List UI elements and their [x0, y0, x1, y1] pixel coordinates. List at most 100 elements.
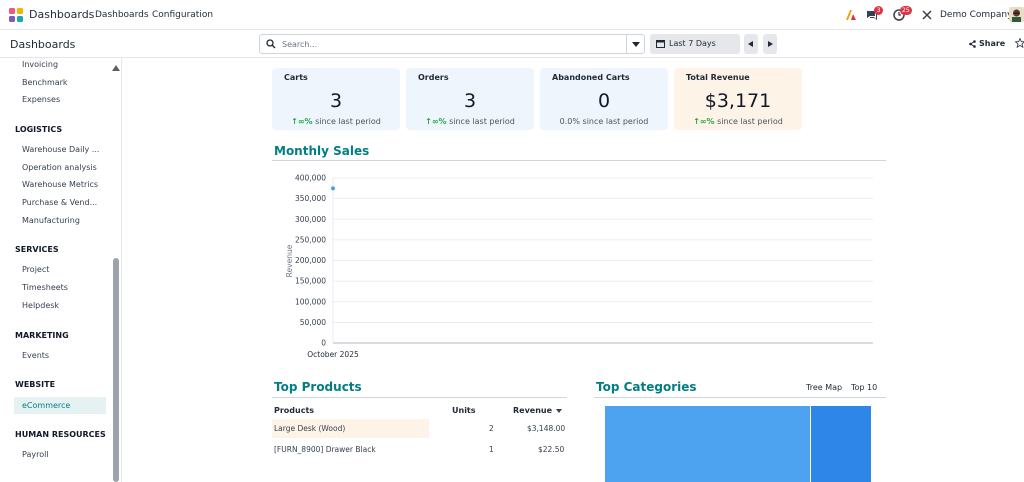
- sidebar-item-benchmark[interactable]: Benchmark: [22, 78, 68, 87]
- trend-up-icon: ↑∞%: [425, 117, 447, 126]
- control-panel: Dashboards Search... Last 7 Days Sh: [0, 30, 1024, 58]
- y-tick-label: 300,000: [295, 215, 326, 224]
- kpi-card-carts[interactable]: Carts 3 ↑∞% since last period: [272, 68, 400, 130]
- section-divider: [272, 397, 567, 398]
- table-cell-units: 2: [489, 424, 494, 433]
- kpi-card-orders[interactable]: Orders 3 ↑∞% since last period: [406, 68, 534, 130]
- kpi-trend-text: 0.0% since last period: [559, 117, 649, 126]
- share-icon[interactable]: [969, 40, 976, 48]
- sidebar-item-payroll[interactable]: Payroll: [22, 450, 49, 459]
- sidebar-item-expenses[interactable]: Expenses: [22, 95, 61, 104]
- calendar-icon: [656, 40, 665, 48]
- search-options-toggle[interactable]: [626, 35, 644, 53]
- sidebar-item-helpdesk[interactable]: Helpdesk: [22, 301, 60, 310]
- sidebar-scrollbar-thumb[interactable]: [113, 258, 119, 482]
- kpi-title: Carts: [284, 73, 308, 82]
- sidebar-section-marketing: MARKETING: [15, 331, 69, 340]
- table-cell-product[interactable]: [FURN_8900] Drawer Black: [274, 445, 376, 454]
- y-tick-label: 100,000: [295, 297, 326, 306]
- kpi-value: 0: [597, 90, 611, 112]
- treemap-cell[interactable]: [605, 406, 811, 482]
- dashboard-sidebar: Invoicing Benchmark Expenses LOGISTICS W…: [0, 58, 122, 482]
- search-placeholder: Search...: [282, 40, 318, 49]
- user-avatar-icon[interactable]: [1009, 7, 1024, 22]
- y-tick-label: 400,000: [295, 174, 326, 183]
- tab-top-10[interactable]: Top 10: [851, 383, 878, 392]
- y-tick-label: 350,000: [295, 194, 326, 203]
- sidebar-section-human-resources: HUMAN RESOURCES: [15, 430, 106, 439]
- y-axis-label: Revenue: [285, 244, 294, 277]
- table-cell-revenue: $22.50: [538, 445, 565, 454]
- category-treemap[interactable]: [605, 406, 872, 482]
- y-tick-label: 50,000: [300, 318, 326, 327]
- table-cell-revenue: $3,148.00: [527, 424, 566, 433]
- sidebar-section-services: SERVICES: [15, 245, 59, 254]
- caret-left-icon: [748, 41, 753, 47]
- sidebar-item-warehouse-daily[interactable]: Warehouse Daily ...: [22, 145, 100, 154]
- column-header-products[interactable]: Products: [274, 406, 315, 415]
- favorite-star-icon[interactable]: [1015, 38, 1024, 48]
- messages-badge: 3: [874, 6, 883, 15]
- sort-desc-icon[interactable]: [556, 409, 562, 413]
- y-tick-label: 150,000: [295, 277, 326, 286]
- kpi-trend-text: since last period: [449, 117, 515, 126]
- top-products-title: Top Products: [274, 380, 362, 394]
- previous-period-button[interactable]: [744, 34, 758, 54]
- share-button[interactable]: Share: [979, 39, 1006, 48]
- kpi-title: Orders: [418, 73, 449, 82]
- table-cell-product[interactable]: Large Desk (Wood): [274, 424, 346, 433]
- chat-icon[interactable]: [866, 9, 878, 21]
- column-header-revenue[interactable]: Revenue: [513, 406, 553, 415]
- data-point[interactable]: [331, 186, 335, 191]
- ai-icon[interactable]: [845, 9, 857, 21]
- top-categories-title: Top Categories: [596, 380, 697, 394]
- kpi-trend-text: since last period: [717, 117, 783, 126]
- kpi-card-total-revenue[interactable]: Total Revenue $3,171 ↑∞% since last peri…: [674, 68, 802, 130]
- x-tick-label: October 2025: [307, 350, 359, 359]
- sidebar-item-manufacturing[interactable]: Manufacturing: [22, 216, 80, 225]
- sidebar-item-purchase-vendor[interactable]: Purchase & Vend...: [22, 198, 98, 207]
- date-filter-label: Last 7 Days: [669, 39, 716, 48]
- sidebar-item-timesheets[interactable]: Timesheets: [22, 283, 68, 292]
- section-divider: [272, 160, 886, 161]
- sidebar-item-operation-analysis[interactable]: Operation analysis: [22, 163, 97, 172]
- treemap-cell[interactable]: [810, 406, 872, 482]
- trend-up-icon: ↑∞%: [291, 117, 313, 126]
- kpi-value: 3: [329, 90, 343, 112]
- y-tick-label: 200,000: [295, 256, 326, 265]
- scroll-up-arrow-icon[interactable]: [112, 65, 120, 71]
- sidebar-item-warehouse-metrics[interactable]: Warehouse Metrics: [22, 180, 99, 189]
- kpi-trend-text: since last period: [315, 117, 381, 126]
- menu-configuration[interactable]: Configuration: [152, 10, 214, 20]
- sidebar-item-ecommerce[interactable]: eCommerce: [14, 397, 106, 414]
- search-input[interactable]: Search...: [259, 34, 645, 54]
- apps-grid-icon[interactable]: [9, 8, 23, 22]
- sidebar-item-events[interactable]: Events: [22, 351, 50, 360]
- sidebar-item-invoicing[interactable]: Invoicing: [22, 60, 59, 69]
- monthly-sales-title: Monthly Sales: [274, 144, 370, 158]
- kpi-card-abandoned-carts[interactable]: Abandoned Carts 0 0.0% since last period: [540, 68, 668, 130]
- table-row-highlight: [272, 419, 429, 438]
- monthly-sales-chart[interactable]: 400,000 350,000 300,000 250,000 200,000 150,0…: [272, 166, 886, 366]
- app-name[interactable]: Dashboards: [29, 8, 95, 21]
- kpi-title: Total Revenue: [686, 73, 750, 82]
- date-filter-button[interactable]: Last 7 Days: [650, 34, 740, 54]
- table-cell-units: 1: [489, 445, 494, 454]
- sidebar-item-ecommerce-label: eCommerce: [22, 401, 71, 410]
- page-title: Dashboards: [10, 38, 76, 51]
- y-tick-label: 0: [321, 339, 326, 348]
- y-tick-label: 250,000: [295, 235, 326, 244]
- search-icon: [266, 39, 276, 49]
- menu-dashboards[interactable]: Dashboards: [95, 10, 149, 20]
- activity-clock-icon[interactable]: [893, 9, 905, 21]
- sidebar-item-project[interactable]: Project: [22, 265, 50, 274]
- top-navbar: Dashboards Dashboards Configuration 3 25…: [0, 0, 1024, 30]
- column-header-units[interactable]: Units: [452, 406, 476, 415]
- sidebar-section-logistics: LOGISTICS: [15, 125, 63, 134]
- next-period-button[interactable]: [763, 34, 777, 54]
- tools-icon[interactable]: [921, 9, 933, 21]
- kpi-title: Abandoned Carts: [552, 73, 630, 82]
- trend-up-icon: ↑∞%: [693, 117, 715, 126]
- tab-tree-map[interactable]: Tree Map: [806, 383, 843, 392]
- company-name[interactable]: Demo Company: [940, 10, 1013, 20]
